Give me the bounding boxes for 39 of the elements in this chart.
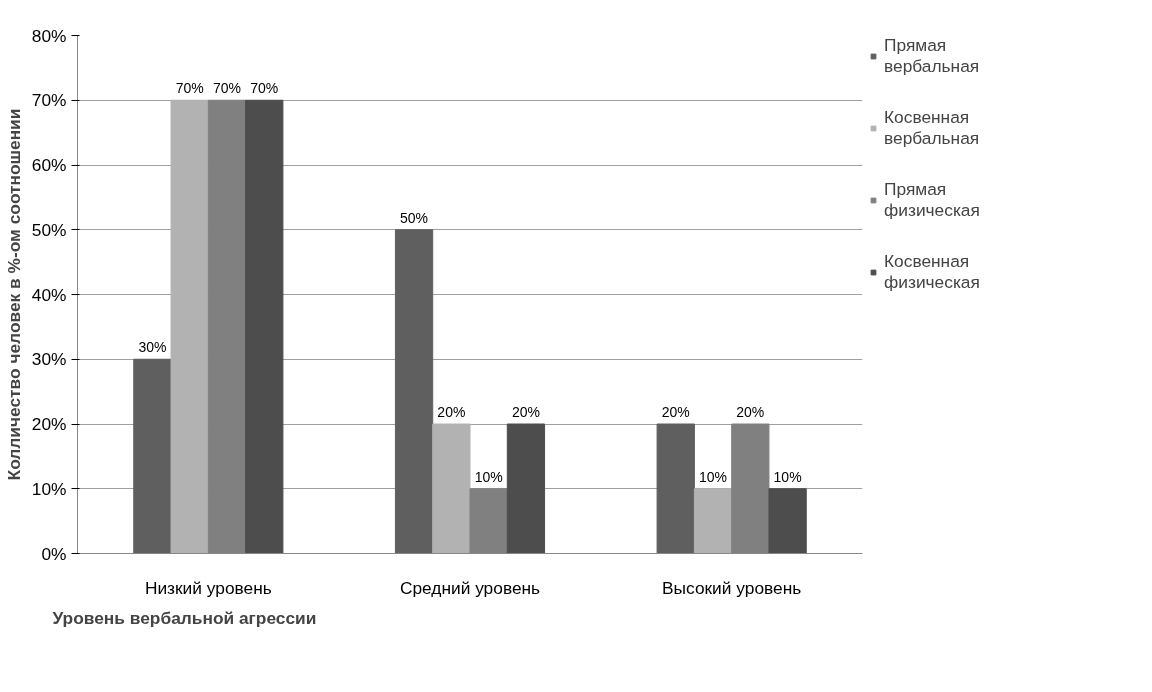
bar [768,488,807,554]
y-tick-label: 30% [31,349,67,370]
data-label: 10% [699,468,728,485]
y-tick-label: 0% [41,543,67,564]
data-label: 70% [175,80,204,97]
y-tick-label: 80% [31,25,67,46]
y-axis-title: Колличество человек в %-ом соотношении [3,108,24,481]
x-tick-label: Низкий уровень [144,577,272,598]
data-label: 30% [138,339,167,356]
y-tick-label: 50% [31,219,67,240]
legend-label: Прямая физическая [884,179,980,221]
data-label: 20% [736,404,765,420]
data-label: 10% [773,468,802,485]
x-tick-label: Высокий уровень [662,577,802,598]
legend-label: Прямая вербальная [884,35,980,77]
bar [432,423,471,554]
bar [394,229,434,554]
y-tick-label: 40% [31,284,67,305]
bar [170,99,209,554]
data-label: 20% [437,404,466,420]
y-tick-label: 70% [31,90,67,111]
y-tick-label: 60% [31,155,67,175]
data-label: 70% [212,80,241,97]
data-label: 50% [400,209,429,226]
bar [693,488,733,554]
data-label: 20% [511,404,540,420]
legend-label: Косвенная физическая [884,251,980,293]
bar [506,423,546,554]
bar [245,99,284,554]
y-tick-label: 10% [31,478,67,499]
bar [133,358,172,554]
x-axis-title: Уровень вербальной агрессии [52,607,317,628]
bar [656,423,695,554]
legend-label: Косвенная вербальная [884,107,980,149]
data-label: 10% [474,468,503,485]
x-tick-label: Средний уровень [399,577,541,598]
y-tick-label: 20% [31,414,67,434]
data-label: 20% [661,404,690,420]
data-label: 70% [250,80,279,97]
